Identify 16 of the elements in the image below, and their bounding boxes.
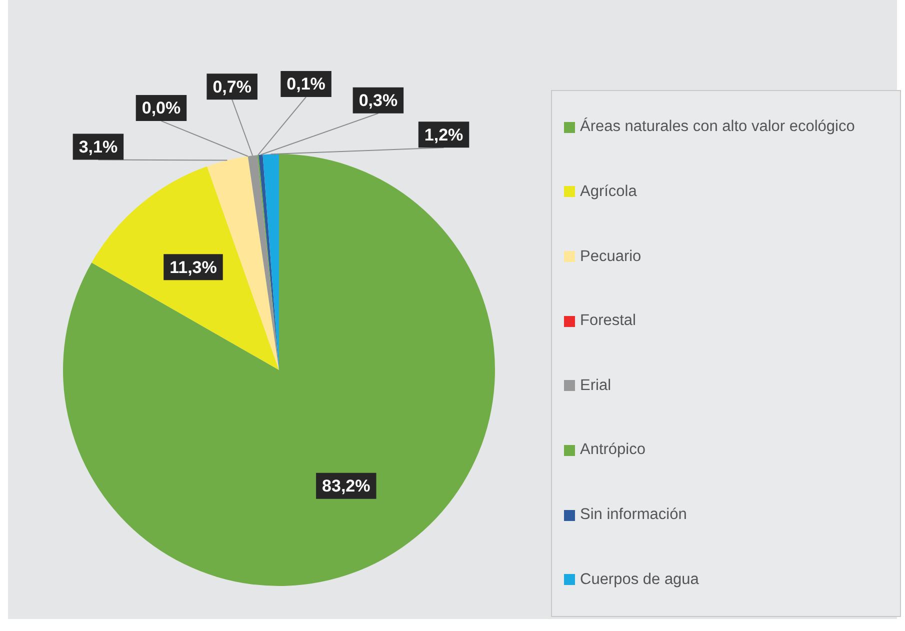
data-label: 0,7% — [212, 77, 252, 96]
legend-label: Sin información — [580, 506, 687, 524]
legend-label: Agrícola — [580, 182, 637, 201]
data-label: 1,2% — [424, 125, 464, 144]
legend-label: Pecuario — [580, 248, 642, 266]
data-label: 0,3% — [358, 91, 398, 110]
data-label: 83,2% — [322, 476, 370, 496]
legend-label: Forestal — [580, 312, 636, 330]
legend-label: Cuerpos de agua — [580, 570, 699, 589]
data-label: 0,1% — [286, 74, 326, 94]
text: 0,0% — [142, 98, 181, 118]
data-label: 3,1% — [78, 137, 118, 156]
data-label: 11,3% — [170, 258, 217, 277]
legend-label: Áreas naturales con alto valor ecológico — [580, 118, 855, 136]
legend-label: Antrópico — [580, 441, 646, 460]
legend-label: Erial — [580, 376, 612, 395]
